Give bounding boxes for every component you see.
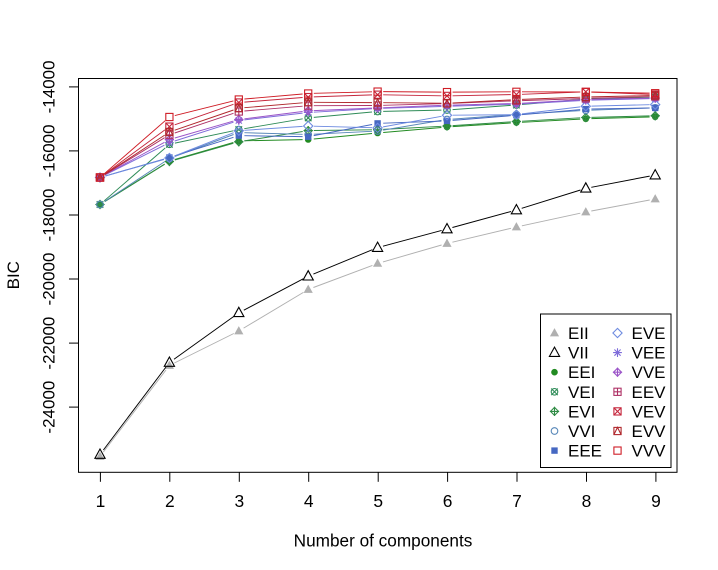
svg-text:VVE: VVE bbox=[632, 363, 666, 382]
svg-text:-20000: -20000 bbox=[40, 253, 59, 306]
svg-text:EVE: EVE bbox=[632, 324, 666, 343]
svg-text:VEI: VEI bbox=[568, 383, 595, 402]
svg-text:EEI: EEI bbox=[568, 363, 595, 382]
svg-text:EEV: EEV bbox=[632, 383, 667, 402]
svg-text:9: 9 bbox=[651, 491, 661, 511]
svg-text:-24000: -24000 bbox=[40, 381, 59, 434]
svg-text:-16000: -16000 bbox=[40, 124, 59, 177]
svg-text:VEE: VEE bbox=[632, 344, 666, 363]
svg-text:-22000: -22000 bbox=[40, 317, 59, 370]
svg-text:EVI: EVI bbox=[568, 402, 595, 421]
svg-text:1: 1 bbox=[96, 491, 106, 511]
svg-text:EII: EII bbox=[568, 324, 589, 343]
svg-text:VVI: VVI bbox=[568, 422, 595, 441]
svg-text:2: 2 bbox=[165, 491, 175, 511]
svg-text:BIC: BIC bbox=[4, 261, 23, 289]
svg-text:-14000: -14000 bbox=[40, 60, 59, 113]
svg-text:4: 4 bbox=[304, 491, 314, 511]
svg-text:5: 5 bbox=[373, 491, 383, 511]
svg-text:VII: VII bbox=[568, 344, 589, 363]
svg-text:8: 8 bbox=[582, 491, 592, 511]
svg-text:EEE: EEE bbox=[568, 442, 602, 461]
svg-text:EVV: EVV bbox=[632, 422, 667, 441]
svg-text:-18000: -18000 bbox=[40, 189, 59, 242]
svg-text:VVV: VVV bbox=[632, 442, 667, 461]
svg-text:Number of components: Number of components bbox=[294, 530, 473, 550]
svg-text:6: 6 bbox=[443, 491, 453, 511]
svg-text:7: 7 bbox=[512, 491, 522, 511]
svg-text:3: 3 bbox=[234, 491, 244, 511]
svg-text:VEV: VEV bbox=[632, 402, 667, 421]
